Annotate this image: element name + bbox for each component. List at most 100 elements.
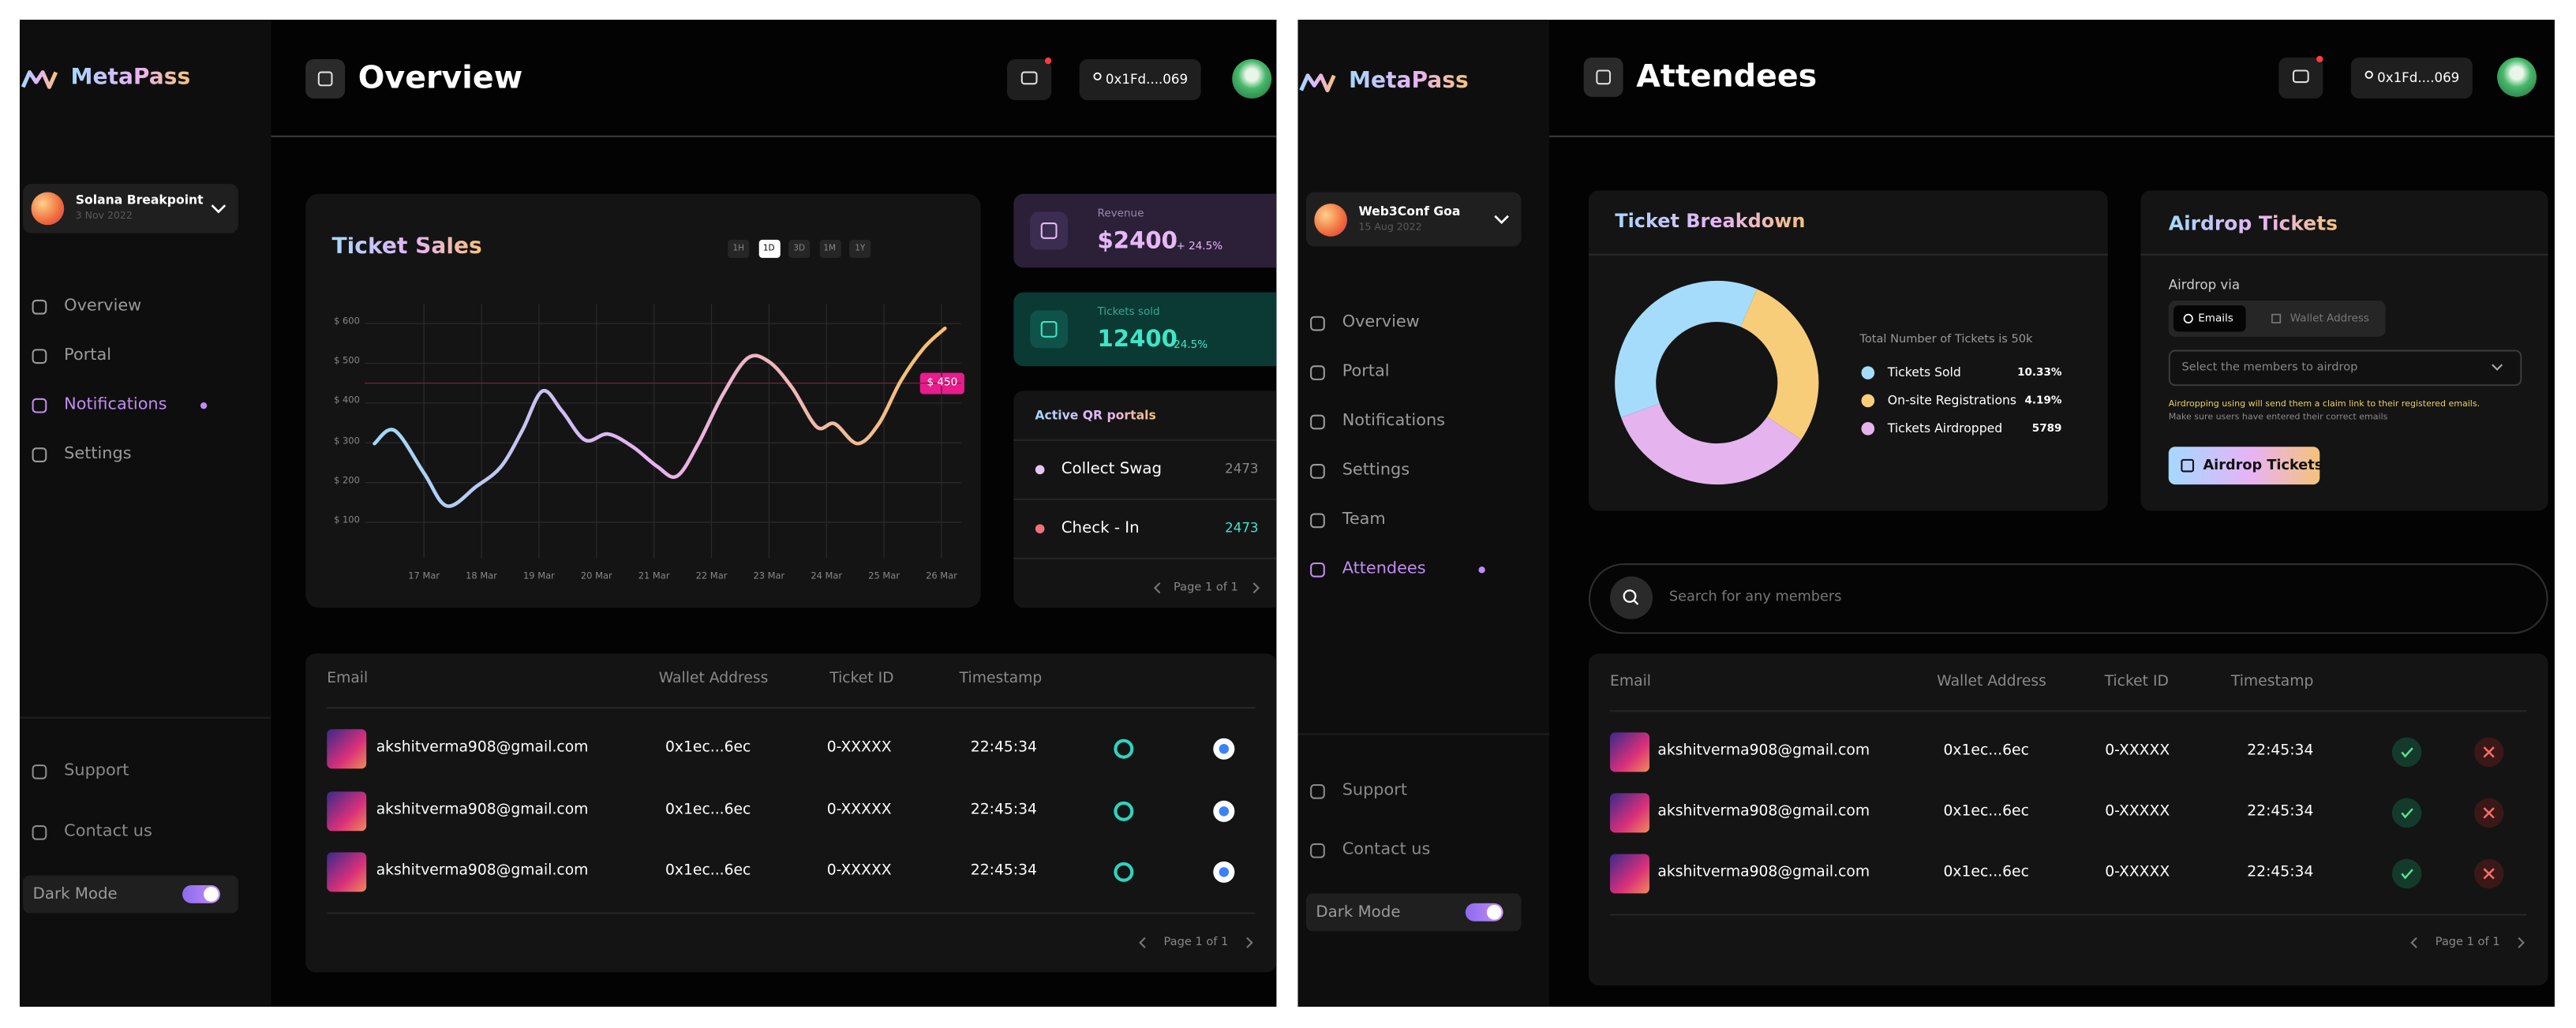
download-glyph [1219,743,1230,754]
event-avatar [31,192,65,226]
approve-action[interactable] [2391,798,2422,828]
chart-title: Ticket Sales [331,234,482,260]
search-bar[interactable] [1588,563,2548,634]
footer-nav-item[interactable]: Support [1342,781,1407,800]
nav-item[interactable]: Settings [64,445,132,464]
cell-wallet: 0x1ec...6ec [1943,742,2029,760]
approve-action[interactable] [2391,737,2422,768]
qr-name[interactable]: Collect Swag [1061,460,1163,479]
wallet-user-icon [1093,72,1102,80]
pager: Page 1 of 1 [2435,935,2500,949]
footer-nav-item[interactable]: Contact us [1342,840,1431,859]
nav-item[interactable]: Attendees [1342,559,1426,578]
page-title: Attendees [1636,58,1818,95]
button-icon [2181,458,2195,473]
messages-button[interactable] [2278,57,2323,99]
range-label[interactable]: 1D [762,243,775,253]
qr-dot [1035,465,1045,475]
page-icon-glyph [1596,69,1612,85]
row-avatar [1609,793,1649,833]
range-button[interactable] [728,239,750,258]
pager: Page 1 of 1 [1174,580,1238,594]
range-button[interactable] [818,239,841,258]
notification-dot [2316,55,2323,63]
member-select[interactable] [2168,350,2522,387]
row-avatar [327,791,367,832]
nav-item[interactable]: Notifications [64,395,167,414]
nav-icon [32,398,47,413]
x-tick-label: 21 Mar [638,571,670,582]
user-avatar[interactable] [2497,57,2537,97]
chart-card [305,193,981,608]
tab-active[interactable] [2173,305,2246,332]
stat-label: Tickets sold [1097,305,1160,319]
tab[interactable]: Emails [2198,311,2233,325]
x-glyph [2483,868,2495,880]
range-label[interactable]: 1Y [855,243,866,253]
range-label[interactable]: 1H [732,243,744,253]
y-tick-label: $ 600 [334,317,360,327]
nav-icon [1310,843,1325,858]
chevron [1494,215,1509,224]
nav-item[interactable]: Overview [64,297,142,316]
airdrop-label: Airdrop via [2168,277,2241,293]
qr-action[interactable] [1114,862,1134,882]
y-tick-label: $ 400 [334,397,360,407]
event-name: Web3Conf Goa [1358,203,1461,219]
nav-item[interactable]: Notifications [1342,412,1445,431]
footer-nav-item[interactable]: Support [64,761,129,780]
row-avatar [327,729,367,769]
cell-ticket-id: 0-XXXXX [2105,864,2170,881]
nav-item[interactable]: Portal [64,346,111,365]
qr-count: 2473 [1225,461,1259,477]
sidebar [1297,19,1549,1007]
legend-label: On-site Registrations [1887,393,2017,408]
y-tick-label: $ 300 [334,436,360,447]
tab[interactable]: Wallet Address [2290,311,2369,325]
stat-change: - 24.5% [1166,338,1208,351]
donut-segment [1739,289,1819,440]
nav-item[interactable]: Team [1342,510,1386,529]
x-tick-label: 26 Mar [926,571,957,582]
check-glyph [2401,747,2413,758]
nav-item[interactable]: Overview [1342,313,1420,332]
airdrop-button-label[interactable]: Airdrop Tickets [2203,457,2323,474]
airdrop-title: Airdrop Tickets [2168,211,2338,235]
legend-figure: 5789 [2031,421,2062,435]
cell-timestamp: 22:45:34 [970,802,1037,819]
qr-action[interactable] [1114,738,1134,759]
stat-label: Revenue [1097,206,1144,220]
qr-action[interactable] [1114,801,1134,821]
row-avatar [1609,854,1649,894]
range-button[interactable] [788,239,811,258]
column-header: Timestamp [959,671,1043,688]
nav-icon [1310,316,1325,331]
range-button[interactable] [758,239,780,258]
messages-button[interactable] [1007,58,1052,100]
check-glyph [2401,869,2413,880]
nav-item[interactable]: Portal [1342,363,1390,381]
footer-nav-item[interactable]: Contact us [64,822,152,841]
toggle-knob [1486,904,1502,920]
user-avatar[interactable] [1232,58,1272,99]
cell-ticket-id: 0-XXXXX [826,802,892,819]
nav-icon [1310,562,1325,578]
annotation-label: $ 450 [927,376,958,390]
cell-timestamp: 22:45:34 [2247,742,2314,760]
qr-name[interactable]: Check - In [1061,519,1140,538]
donut-segment [1621,402,1802,485]
approve-action[interactable] [2391,858,2422,889]
logo [1299,73,1336,92]
cell-timestamp: 22:45:34 [970,739,1037,757]
range-label[interactable]: 1M [823,243,837,253]
brand: MetaPass [70,64,191,92]
event-date: 15 Aug 2022 [1358,220,1422,233]
active-dot [1478,566,1485,574]
nav-item[interactable]: Settings [1342,461,1410,480]
legend-dot [1861,366,1875,379]
range-label[interactable]: 3D [793,243,806,253]
cell-wallet: 0x1ec...6ec [665,802,751,819]
range-button[interactable] [849,239,871,258]
cell-ticket-id: 0-XXXXX [826,862,892,880]
